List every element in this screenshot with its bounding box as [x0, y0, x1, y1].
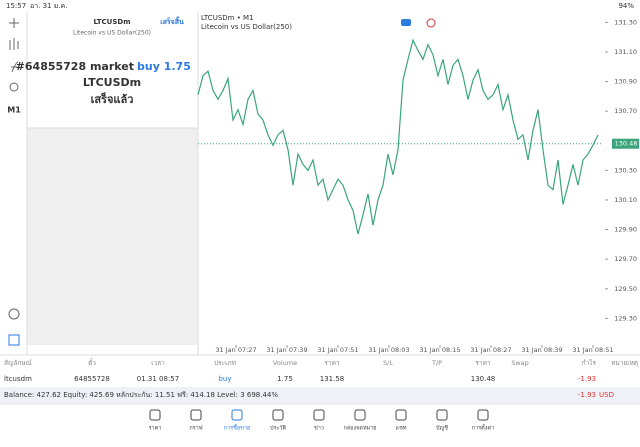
- table-cell: buy: [218, 375, 231, 383]
- table-cell: 01.31 08:57: [137, 375, 179, 383]
- table-cell: ltcusdm: [4, 375, 32, 383]
- status-date: อา. 31 ม.ค.: [30, 2, 67, 10]
- column-header: Volume: [273, 359, 297, 367]
- function-icon[interactable]: [11, 61, 19, 73]
- crosshair-icon[interactable]: [9, 18, 19, 28]
- y-tick-label: 131.10: [614, 48, 637, 56]
- toolbar-icons: [8, 18, 20, 346]
- y-tick-label: 130.30: [614, 166, 637, 174]
- panel-description: Litecoin vs US Dollar(250): [73, 30, 151, 37]
- balance-currency: USD: [599, 391, 614, 399]
- x-tick-label: 31 Jan 08:27: [470, 346, 511, 354]
- table-cell: 1.75: [277, 375, 293, 383]
- y-tick-label: 130.70: [614, 107, 637, 115]
- table-cell: -1.93: [578, 375, 596, 383]
- y-tick-label: 131.30: [614, 18, 637, 26]
- column-header: T/P: [431, 359, 442, 367]
- tab-icon[interactable]: [149, 409, 161, 421]
- table-cell: 64855728: [74, 375, 110, 383]
- tab-icon[interactable]: [436, 409, 448, 421]
- column-header: หมายเหตุ: [611, 359, 638, 367]
- panel-symbol[interactable]: LTCUSDm: [93, 18, 130, 26]
- x-tick-label: 31 Jan 07:27: [215, 346, 256, 354]
- balance-profit: -1.93: [578, 391, 596, 399]
- tab-label[interactable]: บัญชี: [436, 425, 448, 432]
- column-header: S/L: [383, 359, 393, 367]
- indicators-icon[interactable]: [9, 38, 19, 50]
- status-time: 15:57: [6, 2, 26, 10]
- x-tick-label: 31 Jan 08:15: [419, 346, 460, 354]
- tab-label[interactable]: ประวัติ: [270, 425, 286, 432]
- trade-icon[interactable]: [8, 334, 20, 346]
- tab-icon[interactable]: [272, 409, 284, 421]
- tab-icon[interactable]: [313, 409, 325, 421]
- tab-icon[interactable]: [190, 409, 202, 421]
- x-tick-label: 31 Jan 07:51: [317, 346, 358, 354]
- tab-icon[interactable]: [395, 409, 407, 421]
- column-header: ตั๋ว: [88, 358, 96, 367]
- objects-icon[interactable]: [9, 82, 19, 92]
- column-header: Swap: [511, 359, 529, 367]
- timeframe[interactable]: M1: [7, 106, 21, 115]
- message-action: buy 1.75: [137, 60, 191, 73]
- search-icon[interactable]: [8, 308, 20, 320]
- panel-background: [27, 128, 198, 345]
- balance-summary: Balance: 427.62 Equity: 425.69 หลักประกั…: [4, 391, 278, 399]
- tab-label[interactable]: ราคา: [149, 426, 162, 432]
- message-order: #64855728 market: [16, 60, 134, 73]
- column-header: ราคา: [475, 359, 490, 367]
- column-header: ประเภท: [214, 359, 236, 367]
- tab-icon[interactable]: [477, 409, 489, 421]
- y-tick-label: 130.90: [614, 78, 637, 86]
- x-tick-label: 31 Jan 07:39: [266, 346, 307, 354]
- column-header: ราคา: [324, 359, 339, 367]
- message-symbol: LTCUSDm: [83, 76, 141, 89]
- table-cell: 131.58: [320, 375, 345, 383]
- chart-title: LTCUSDm • M1: [201, 14, 254, 22]
- buy-button[interactable]: [426, 18, 436, 28]
- y-tick-label: 129.50: [614, 285, 637, 293]
- column-header: เวลา: [151, 359, 165, 367]
- tab-label[interactable]: กราฟ: [189, 425, 202, 432]
- tab-label[interactable]: กล่องจดหมาย: [343, 426, 376, 432]
- column-header: กำไร: [582, 359, 597, 367]
- tab-label[interactable]: การซื้อขาย: [224, 424, 250, 432]
- x-tick-label: 31 Jan 08:39: [521, 346, 562, 354]
- x-tick-label: 31 Jan 08:03: [368, 346, 409, 354]
- current-price-label: 130.48: [615, 140, 638, 148]
- price-line: [197, 38, 599, 235]
- done-button[interactable]: เสร็จสิ้น: [160, 15, 184, 26]
- y-tick-label: 129.70: [614, 255, 637, 263]
- tab-icon[interactable]: [231, 409, 243, 421]
- tab-icon[interactable]: [354, 409, 366, 421]
- x-tick-label: 31 Jan 08:51: [572, 346, 613, 354]
- tab-label[interactable]: ข่าว: [314, 426, 324, 432]
- chart-subtitle: Litecoin vs US Dollar(250): [201, 23, 292, 31]
- message-status: เสร็จแล้ว: [91, 92, 134, 106]
- y-tick-label: 129.30: [614, 314, 637, 322]
- column-header: สัญลักษณ์: [4, 359, 32, 367]
- balance-bar: [0, 387, 640, 403]
- status-battery: 94%: [618, 2, 634, 10]
- y-tick-label: 130.10: [614, 196, 637, 204]
- table-cell: 130.48: [471, 375, 496, 383]
- y-tick-label: 129.90: [614, 226, 637, 234]
- tab-label[interactable]: แชท: [396, 425, 407, 432]
- tab-label[interactable]: การตั้งค่า: [472, 424, 494, 432]
- current-price-box: [612, 138, 639, 149]
- sell-button[interactable]: [401, 19, 411, 26]
